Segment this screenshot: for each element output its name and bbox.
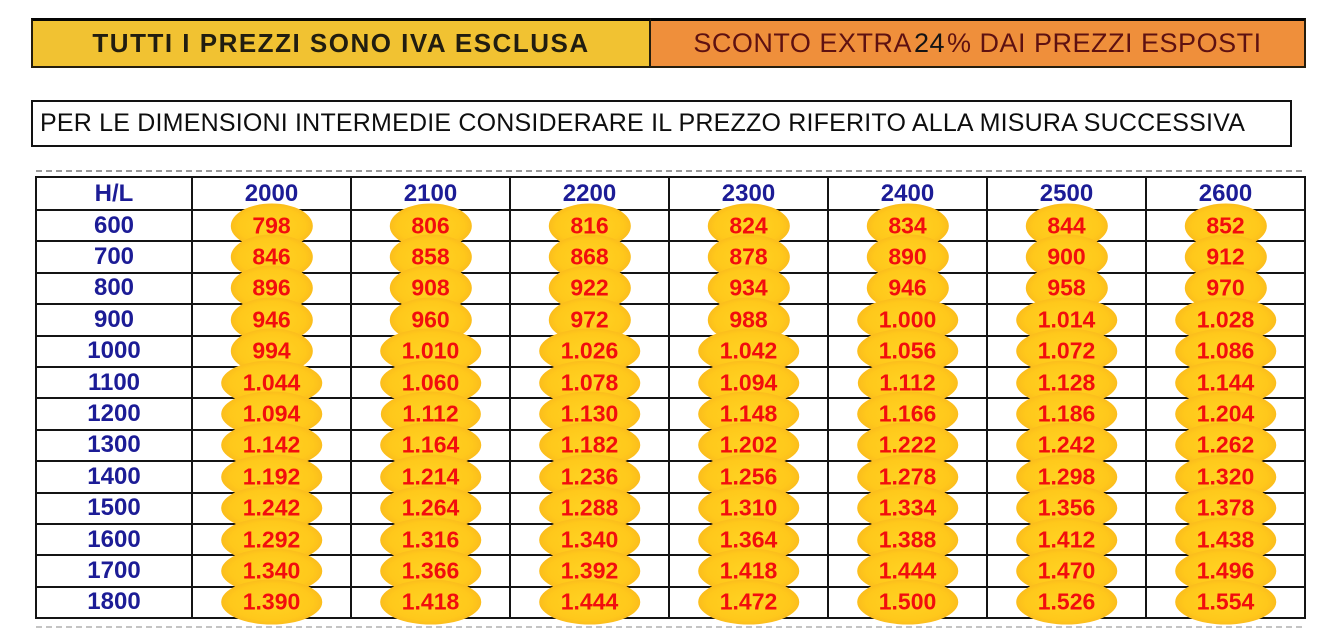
column-header-2200: 2200 <box>509 176 670 211</box>
price-highlight-pill: 1.526 <box>1015 579 1118 625</box>
price-cell: 1.356 <box>986 485 1147 531</box>
table-row-1300: 1300 1.142 1.164 1.182 1.202 1.222 1.242 1.262 <box>35 422 1306 468</box>
header-row: H/L 2000 2100 2200 2300 2400 2500 2600 <box>35 176 1306 211</box>
table-row-1000: 1000 994 1.010 1.026 1.042 1.056 1.072 1.086 <box>35 328 1306 374</box>
price-cell: 1.390 <box>191 579 352 625</box>
price-cell: 1.094 <box>191 391 352 437</box>
column-header-2100: 2100 <box>350 176 511 211</box>
discount-prefix-label: SCONTO EXTRA <box>693 28 912 58</box>
price-table: H/L 2000 2100 2200 2300 2400 2500 2600 600 798 80… <box>35 176 1306 625</box>
row-header-1100: 1100 <box>35 365 193 400</box>
notice-label: PER LE DIMENSIONI INTERMEDIE CONSIDERARE… <box>40 109 1246 137</box>
table-row-700: 700 846 858 868 878 890 900 912 <box>35 234 1306 280</box>
row-header-1400: 1400 <box>35 460 193 494</box>
row-header-1700: 1700 <box>35 554 193 588</box>
price-highlight-pill: 1.554 <box>1174 579 1277 625</box>
table-row-1100: 1100 1.044 1.060 1.078 1.094 1.112 1.128 1.144 <box>35 360 1306 406</box>
price-cell: 1.418 <box>350 579 511 625</box>
price-highlight-pill: 1.444 <box>538 579 641 625</box>
row-header-900: 900 <box>35 303 193 337</box>
table-row-800: 800 896 908 922 934 946 958 970 <box>35 265 1306 311</box>
price-highlight-pill: 1.500 <box>856 579 959 625</box>
table-body: 600 798 806 816 824 834 844 852 700 846 858 868 878 8… <box>35 203 1306 625</box>
row-header-1200: 1200 <box>35 397 193 431</box>
extra-discount-banner: SCONTO EXTRA 24 % DAI PREZZI ESPOSTI <box>651 18 1306 68</box>
table-row-1200: 1200 1.094 1.112 1.130 1.148 1.166 1.186 1.204 <box>35 391 1306 437</box>
table-row-600: 600 798 806 816 824 834 844 852 <box>35 203 1306 249</box>
price-cell: 1.472 <box>668 579 829 625</box>
price-highlight-pill: 1.390 <box>220 579 323 625</box>
table-row-1600: 1600 1.292 1.316 1.340 1.364 1.388 1.412 1.438 <box>35 517 1306 563</box>
corner-header: H/L <box>35 176 193 211</box>
row-header-1600: 1600 <box>35 522 193 557</box>
gridline-artifact-bottom <box>36 626 1302 629</box>
row-header-800: 800 <box>35 271 193 306</box>
price-cell: 1.526 <box>986 579 1147 625</box>
row-header-1000: 1000 <box>35 334 193 368</box>
discount-suffix-label: % DAI PREZZI ESPOSTI <box>947 28 1262 58</box>
row-header-1300: 1300 <box>35 428 193 463</box>
row-header-1800: 1800 <box>35 585 193 620</box>
price-highlight-pill: 1.472 <box>697 579 800 625</box>
vat-excluded-label: TUTTI I PREZZI SONO IVA ESCLUSA <box>92 28 590 58</box>
discount-percentage-value: 24 <box>913 28 946 58</box>
row-header-700: 700 <box>35 240 193 274</box>
price-cell: 1.554 <box>1145 579 1306 625</box>
table-row-1700: 1700 1.340 1.366 1.392 1.418 1.444 1.470 1.496 <box>35 548 1306 594</box>
price-highlight-pill: 1.418 <box>379 579 482 625</box>
price-cell: 1.392 <box>509 548 670 594</box>
price-highlight-pill: 1.144 <box>1174 360 1277 406</box>
table-row-1800: 1800 1.390 1.418 1.444 1.472 1.500 1.526 1.554 <box>35 579 1306 625</box>
banner-row: TUTTI I PREZZI SONO IVA ESCLUSA SCONTO E… <box>31 18 1340 68</box>
table-row-1400: 1400 1.192 1.214 1.236 1.256 1.278 1.298 1.320 <box>35 454 1306 500</box>
price-cell: 1.144 <box>1145 360 1306 406</box>
intermediate-size-notice: PER LE DIMENSIONI INTERMEDIE CONSIDERARE… <box>31 100 1292 147</box>
gridline-artifact-top <box>36 170 1302 172</box>
row-header-600: 600 <box>35 208 193 243</box>
price-cell: 1.256 <box>668 454 829 500</box>
table-row-1500: 1500 1.242 1.264 1.288 1.310 1.334 1.356 1.378 <box>35 485 1306 531</box>
vat-excluded-banner: TUTTI I PREZZI SONO IVA ESCLUSA <box>31 18 651 68</box>
price-cell: 1.444 <box>509 579 670 625</box>
table-row-900: 900 946 960 972 988 1.000 1.014 1.028 <box>35 297 1306 343</box>
price-cell: 1.500 <box>827 579 988 625</box>
row-header-1500: 1500 <box>35 491 193 525</box>
price-cell: 1.242 <box>986 422 1147 468</box>
